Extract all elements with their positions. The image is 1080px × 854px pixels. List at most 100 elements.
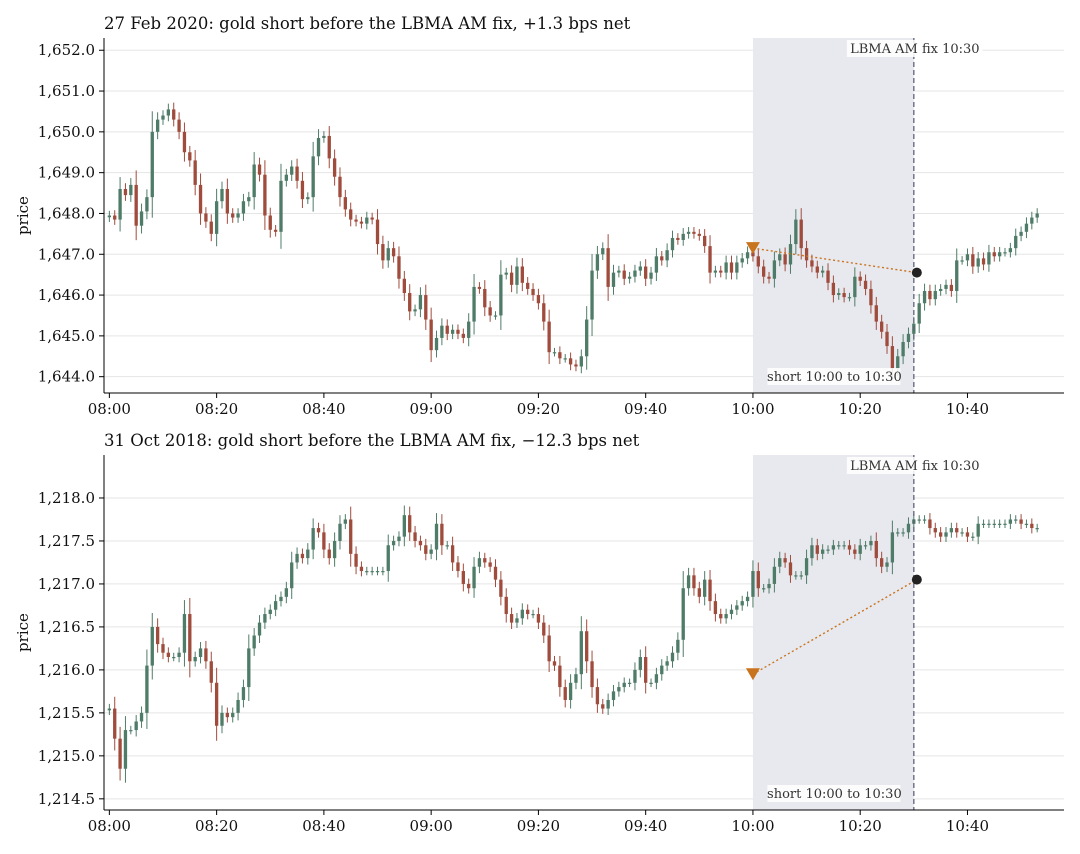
window-label: short 10:00 to 10:30 [767,787,902,802]
candle-body [697,233,701,236]
candle-body [740,258,744,263]
candle-body [515,266,519,285]
candle-body [300,553,305,559]
candle-body [783,558,787,563]
candle-body [204,648,208,662]
candle-body [542,303,546,322]
candle-body [729,262,734,273]
candle-body [499,274,503,316]
candle-body [804,558,809,576]
candle-body [987,523,991,525]
candle-body [166,652,171,657]
candle-body [225,188,230,214]
window-label: short 10:00 to 10:30 [767,370,902,385]
candle-body [606,699,610,709]
candle-body [118,188,122,220]
candle-body [391,248,396,257]
candle-body [338,176,342,198]
candle-body [579,631,583,675]
candle-body [794,219,798,245]
candle-body [971,536,975,538]
candle-body [193,160,197,185]
candle-body [263,174,267,216]
candle-body [708,579,712,602]
candle-body [295,553,299,563]
candle-body [450,329,455,334]
candle-body [161,115,165,120]
candle-body [563,358,567,360]
candle-body [198,184,203,214]
candle-body [547,635,551,662]
candle-body [842,293,846,298]
candle-body [574,364,578,367]
candle-body [150,131,154,198]
candle-body [1014,519,1018,521]
candle-body [810,545,814,559]
candle-body [273,601,278,610]
candle-body [955,260,959,291]
candle-body [247,648,251,688]
candle-body [890,346,895,369]
candle-body [418,295,423,310]
fix-label-box [846,40,983,57]
candle-body [692,231,696,234]
candle-body [129,730,133,732]
x-tick-label: 09:20 [517,817,560,835]
candle-body [922,519,927,521]
candle-body [762,588,766,590]
fix-label: LBMA AM fix 10:30 [850,459,979,474]
candle-body [794,575,798,577]
candle-body [155,626,160,645]
candle-body [879,558,884,567]
candle-body [831,545,836,550]
candle-body [204,213,208,222]
candle-body [129,184,133,196]
candle-body [863,280,868,289]
candle-body [574,674,578,683]
candle-body [1019,519,1023,524]
x-tick-label: 09:20 [517,400,560,418]
candle-body [863,545,868,547]
candle-body [526,609,530,615]
candle-body [906,333,911,342]
candle-body [708,246,712,273]
candle-body [804,248,809,261]
candle-body [257,622,262,636]
candle-body [585,319,589,357]
candle-body [890,532,895,563]
candle-body [1014,235,1018,249]
candle-body [461,571,465,584]
candle-body [107,708,112,711]
candle-body [799,219,803,249]
candle-body [241,687,246,700]
candle-body [488,307,492,316]
trade-path [752,247,917,274]
exit-marker [911,574,922,585]
x-tick-label: 08:20 [195,817,238,835]
entry-marker [745,242,760,255]
candle-body [874,540,878,559]
candle-body [606,248,610,287]
candle-body [145,665,149,713]
candle-body [542,622,546,636]
candle-body [445,325,449,334]
candle-body [960,532,964,534]
candle-body [456,329,460,334]
candle-body [938,532,943,537]
candle-body [306,197,310,200]
candle-body [172,656,176,659]
candle-body [853,549,857,554]
short-window-shade [752,455,914,810]
y-tick-label: 1,217.5 [38,532,95,550]
candle-body [847,545,852,550]
x-tick-label: 09:40 [624,817,667,835]
candle-body [568,682,573,700]
candle-body [231,213,235,218]
candle-body [402,515,406,537]
candle-body [751,252,755,257]
candle-body [316,528,321,533]
candle-body [386,545,390,572]
candle-body [820,270,825,273]
candle-body [343,197,348,210]
